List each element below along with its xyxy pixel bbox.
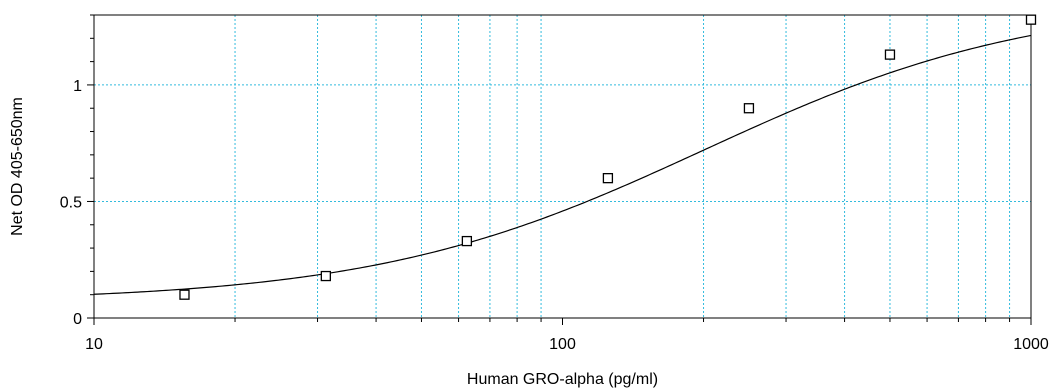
data-point-marker	[179, 289, 190, 300]
data-point-marker	[884, 49, 896, 60]
x-axis-label: Human GRO-alpha (pg/ml)	[467, 371, 658, 388]
data-point-marker	[1025, 14, 1037, 25]
data-point-marker	[461, 235, 473, 247]
x-tick-label: 1000	[1013, 336, 1049, 353]
fit-curve-line	[93, 34, 1032, 295]
x-tick-label: 100	[549, 336, 576, 353]
axis-ticks	[87, 14, 1032, 325]
y-tick-label: 1	[73, 78, 82, 95]
grid	[94, 15, 1031, 318]
data-points	[179, 14, 1037, 300]
tick-labels: 10 100 1000 0 0.5 1	[60, 78, 1049, 353]
y-tick-label: 0.5	[60, 194, 82, 211]
data-point-marker	[602, 173, 614, 184]
data-point-marker	[320, 270, 331, 282]
x-tick-label: 10	[85, 336, 103, 353]
data-point-marker	[743, 103, 755, 114]
y-axis-label: Net OD 405-650nm	[9, 97, 26, 236]
y-tick-label: 0	[73, 311, 82, 328]
